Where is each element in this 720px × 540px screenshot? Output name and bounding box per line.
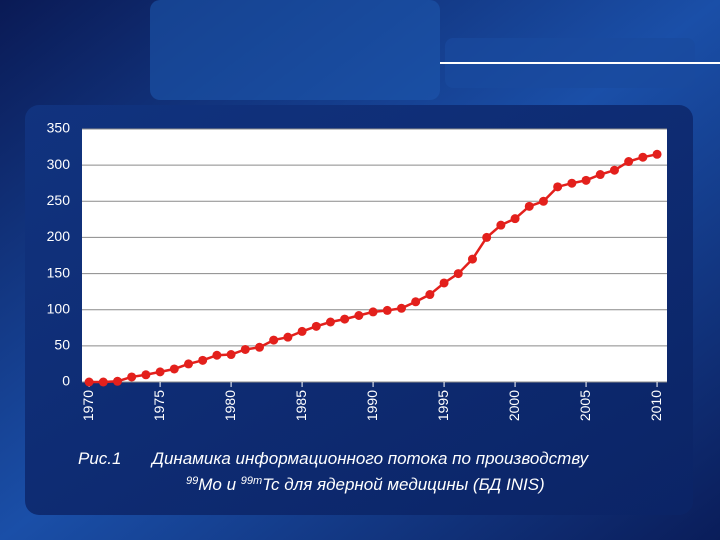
superscript: 99 — [186, 475, 198, 487]
point — [567, 178, 577, 188]
y-tick-label: 350 — [47, 120, 71, 136]
point — [482, 232, 492, 242]
point — [396, 303, 406, 313]
x-tick-label: 2000 — [506, 390, 522, 421]
point — [340, 314, 350, 324]
point — [425, 290, 435, 300]
point — [411, 297, 421, 307]
point — [98, 377, 108, 387]
point — [368, 307, 378, 317]
point — [183, 359, 193, 369]
plot-area — [82, 129, 667, 382]
point — [226, 350, 236, 360]
point — [283, 332, 293, 342]
caption-line: Динамика информационного потока по произ… — [150, 449, 590, 468]
y-tick-label: 50 — [54, 337, 70, 353]
point — [581, 175, 591, 185]
point — [354, 310, 364, 320]
point — [269, 335, 279, 345]
point — [595, 170, 605, 180]
y-tick-label: 100 — [47, 300, 71, 316]
point — [84, 377, 94, 387]
point — [212, 350, 222, 360]
point — [439, 278, 449, 288]
decor-panel — [150, 0, 440, 100]
x-tick-label: 2005 — [577, 390, 593, 421]
point — [609, 165, 619, 175]
y-tick-label: 200 — [47, 228, 71, 244]
caption-line: 99Мо и 99mTc для ядерной медицины (БД IN… — [186, 475, 545, 494]
point — [652, 149, 662, 159]
point — [553, 182, 563, 192]
y-tick-label: 300 — [47, 156, 71, 172]
point — [198, 355, 208, 365]
point — [112, 376, 122, 386]
x-tick-label: 1995 — [435, 390, 451, 421]
point — [141, 370, 151, 380]
point — [240, 344, 250, 354]
point — [524, 201, 534, 211]
point — [510, 214, 520, 224]
point — [453, 269, 463, 279]
point — [496, 220, 506, 230]
superscript: 99m — [241, 475, 262, 487]
y-tick-label: 150 — [47, 264, 71, 280]
point — [382, 305, 392, 315]
point — [467, 254, 477, 264]
caption-text: Мо и — [198, 475, 241, 494]
point — [254, 342, 264, 352]
x-tick-label: 1990 — [364, 390, 380, 421]
x-tick-label: 1975 — [151, 390, 167, 421]
point — [624, 157, 634, 167]
point — [169, 364, 179, 374]
x-tick-label: 1980 — [222, 390, 238, 421]
point — [127, 372, 137, 382]
x-tick-label: 2010 — [648, 390, 664, 421]
point — [638, 152, 648, 162]
x-tick-label: 1985 — [293, 390, 309, 421]
point — [155, 367, 165, 377]
y-tick-label: 250 — [47, 192, 71, 208]
plot: 0 50 100 150 200 250 300 350 1970 1975 1980 1985 199… — [47, 120, 667, 421]
caption-text: Tc для ядерной медицины (БД INIS) — [262, 475, 545, 494]
point — [311, 321, 321, 331]
caption-label: Рис.1 — [78, 449, 121, 468]
point — [297, 326, 307, 336]
point — [325, 317, 335, 327]
point — [538, 196, 548, 206]
x-tick-label: 1970 — [80, 390, 96, 421]
y-tick-label: 0 — [62, 373, 70, 389]
